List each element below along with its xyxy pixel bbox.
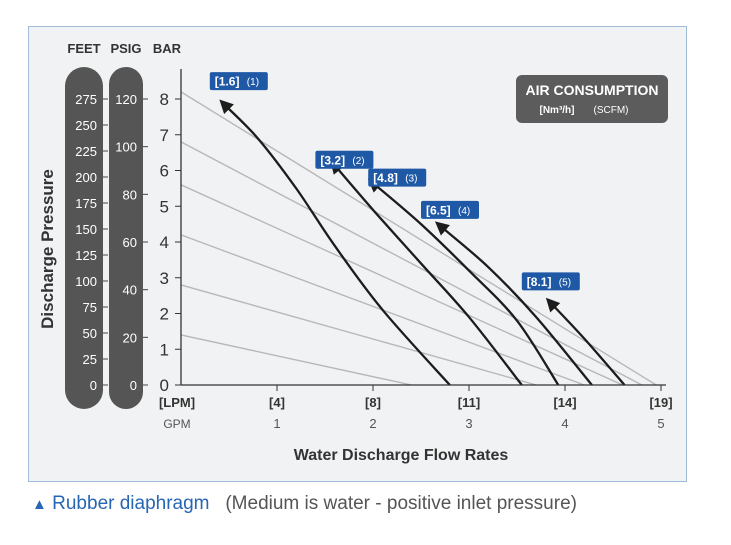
secondary-tick-label: 25 — [83, 352, 97, 367]
flow-curves — [219, 99, 626, 386]
badge-scfm: (5) — [559, 277, 571, 288]
secondary-tick-label: 80 — [123, 187, 137, 202]
badge-value: [4.8] — [373, 171, 398, 185]
performance-chart: [1.6] (1) [3.2] (2) [4.8] (3) [6.5] (4) [8.1] (5)… — [38, 41, 673, 464]
badge-value: [6.5] — [426, 203, 451, 217]
y-axis-title: Discharge Pressure — [38, 169, 57, 329]
secondary-tick-label: 175 — [75, 196, 97, 211]
secondary-tick-label: 40 — [123, 283, 137, 298]
y-tick-label: 0 — [160, 376, 169, 395]
air-line-3 — [180, 184, 623, 386]
flow-curve-4 — [434, 221, 593, 386]
unit-label: FEET — [67, 41, 100, 56]
secondary-tick-label: 250 — [75, 118, 97, 133]
flow-curve-2 — [330, 159, 523, 386]
secondary-tick-label: 225 — [75, 144, 97, 159]
air-consumption-lines — [180, 91, 657, 386]
secondary-tick-label: 200 — [75, 170, 97, 185]
x-tick-gpm: 3 — [465, 416, 472, 431]
legend-units-alt: (SCFM) — [594, 105, 629, 116]
badge-value: [3.2] — [320, 153, 345, 167]
secondary-tick-label: 20 — [123, 330, 137, 345]
x-tick-lpm: [8] — [365, 395, 381, 410]
x-tick-gpm: 5 — [657, 416, 664, 431]
curve-badge-4 — [421, 200, 479, 219]
y-tick-label: 6 — [160, 162, 169, 181]
badge-scfm: (4) — [458, 206, 470, 217]
y-tick-label: 5 — [160, 197, 169, 216]
badge-scfm: (1) — [247, 77, 259, 88]
y-tick-label: 7 — [160, 126, 169, 145]
x-unit-gpm: GPM — [163, 417, 190, 431]
curve-badge-1 — [209, 72, 268, 91]
badge-value: [1.6] — [215, 75, 240, 89]
legend-units: [Nm³/h] — [540, 105, 575, 116]
y-tick-label: 4 — [160, 233, 169, 252]
curve-badge-5 — [521, 272, 580, 291]
y-tick-label: 1 — [160, 340, 169, 359]
unit-pill-2 — [109, 67, 143, 409]
x-tick-lpm: [11] — [458, 395, 480, 410]
flow-curve-1 — [219, 99, 451, 386]
air-line-5 — [180, 284, 537, 386]
curve-badges: [1.6] (1) [3.2] (2) [4.8] (3) [6.5] (4) [8.1] (5) — [209, 72, 580, 291]
legend-title: AIR CONSUMPTION — [526, 82, 659, 98]
legend-box — [516, 75, 668, 123]
secondary-tick-label: 60 — [123, 235, 137, 250]
badge-scfm: (3) — [405, 174, 417, 185]
y-tick-label: 8 — [160, 90, 169, 109]
y-tick-label: 2 — [160, 305, 169, 324]
secondary-tick-label: 120 — [115, 92, 137, 107]
unit-label: BAR — [153, 41, 182, 56]
flow-curve-5 — [545, 297, 626, 386]
unit-label: PSIG — [110, 41, 141, 56]
x-tick-gpm: 2 — [369, 416, 376, 431]
caption-label: Rubber diaphragm — [52, 493, 210, 514]
x-tick-gpm: 1 — [273, 416, 280, 431]
y-tick-label: 3 — [160, 269, 169, 288]
air-line-2 — [180, 141, 643, 386]
badge-value: [8.1] — [527, 275, 552, 289]
x-tick-lpm: [14] — [553, 395, 576, 410]
x-unit-lpm: [LPM] — [159, 395, 195, 410]
x-axis-title: Water Discharge Flow Rates — [294, 447, 509, 464]
secondary-tick-label: 75 — [83, 300, 97, 315]
secondary-tick-label: 150 — [75, 222, 97, 237]
x-tick-gpm: 4 — [561, 416, 568, 431]
x-tick-lpm: [19] — [649, 395, 672, 410]
air-line-6 — [180, 334, 412, 386]
secondary-tick-label: 100 — [75, 274, 97, 289]
secondary-tick-label: 100 — [115, 140, 137, 155]
x-tick-lpm: [4] — [269, 395, 285, 410]
axes: 0 1 2 3 4 5 6 7 8 [LPM] GPM [4] 1 [8] 2 [11] 3 [14] 4 [19] 5… — [38, 69, 673, 464]
badge-scfm: (2) — [352, 156, 364, 167]
flow-curve-3 — [367, 178, 560, 386]
caption-note: (Medium is water - positive inlet pressu… — [225, 493, 577, 514]
secondary-tick-label: 275 — [75, 92, 97, 107]
curve-badge-3 — [368, 168, 427, 187]
secondary-tick-label: 125 — [75, 248, 97, 263]
unit-pill-1 — [65, 67, 103, 409]
secondary-tick-label: 0 — [90, 378, 97, 393]
secondary-tick-label: 50 — [83, 326, 97, 341]
triangle-icon: ▲ — [32, 496, 47, 513]
air-consumption-legend: AIR CONSUMPTION [Nm³/h] (SCFM) — [516, 75, 668, 123]
secondary-tick-label: 0 — [130, 378, 137, 393]
chart-caption: ▲ Rubber diaphragm (Medium is water - po… — [32, 493, 577, 515]
curve-badge-2 — [315, 150, 374, 169]
chart-panel: [1.6] (1) [3.2] (2) [4.8] (3) [6.5] (4) [8.1] (5)… — [28, 26, 687, 482]
secondary-axes: FEET2752502252001751501251007550250PSIG1… — [65, 41, 182, 409]
